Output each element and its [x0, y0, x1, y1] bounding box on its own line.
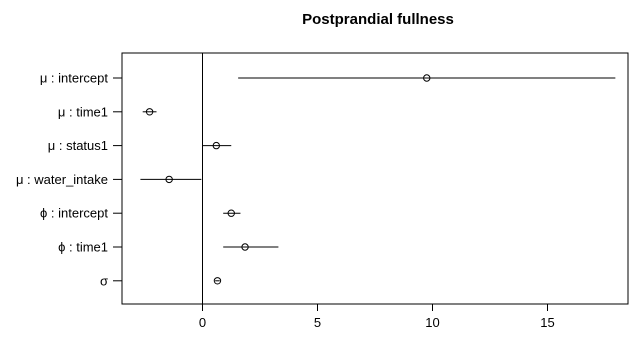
x-axis: 0 5 10 15	[199, 303, 555, 330]
forest-row: σ	[100, 273, 222, 288]
forest-row: μ : time1	[58, 104, 157, 119]
estimate-point	[165, 175, 173, 184]
forest-row: μ : status1	[48, 138, 232, 153]
estimate-point	[227, 209, 235, 217]
row-label: μ : intercept	[40, 71, 109, 86]
estimate-point	[145, 108, 154, 116]
row-label: ϕ : intercept	[40, 206, 108, 221]
chart-title: Postprandial fullness	[302, 11, 454, 28]
plot-frame	[121, 52, 629, 305]
estimate-point	[241, 243, 249, 251]
estimate-point	[423, 74, 431, 82]
row-label: σ	[100, 273, 108, 288]
x-tick-label: 15	[540, 315, 554, 330]
row-label: ϕ : time1	[58, 240, 108, 255]
row-label: μ : time1	[58, 104, 108, 119]
forest-row: μ : intercept	[40, 71, 616, 86]
row-label: μ : water_intake	[16, 172, 108, 187]
rows-group: μ : intercept μ : time1 μ : status1 μ : wat…	[16, 71, 616, 288]
x-tick-label: 5	[314, 315, 321, 330]
forest-row: ϕ : intercept	[40, 206, 241, 221]
estimate-point	[213, 277, 222, 285]
forest-row: μ : water_intake	[16, 172, 202, 187]
x-tick-label: 10	[425, 315, 439, 330]
estimate-point	[212, 141, 221, 150]
x-tick-label: 0	[199, 315, 206, 330]
forest-row: ϕ : time1	[58, 240, 279, 255]
row-label: μ : status1	[48, 138, 108, 153]
